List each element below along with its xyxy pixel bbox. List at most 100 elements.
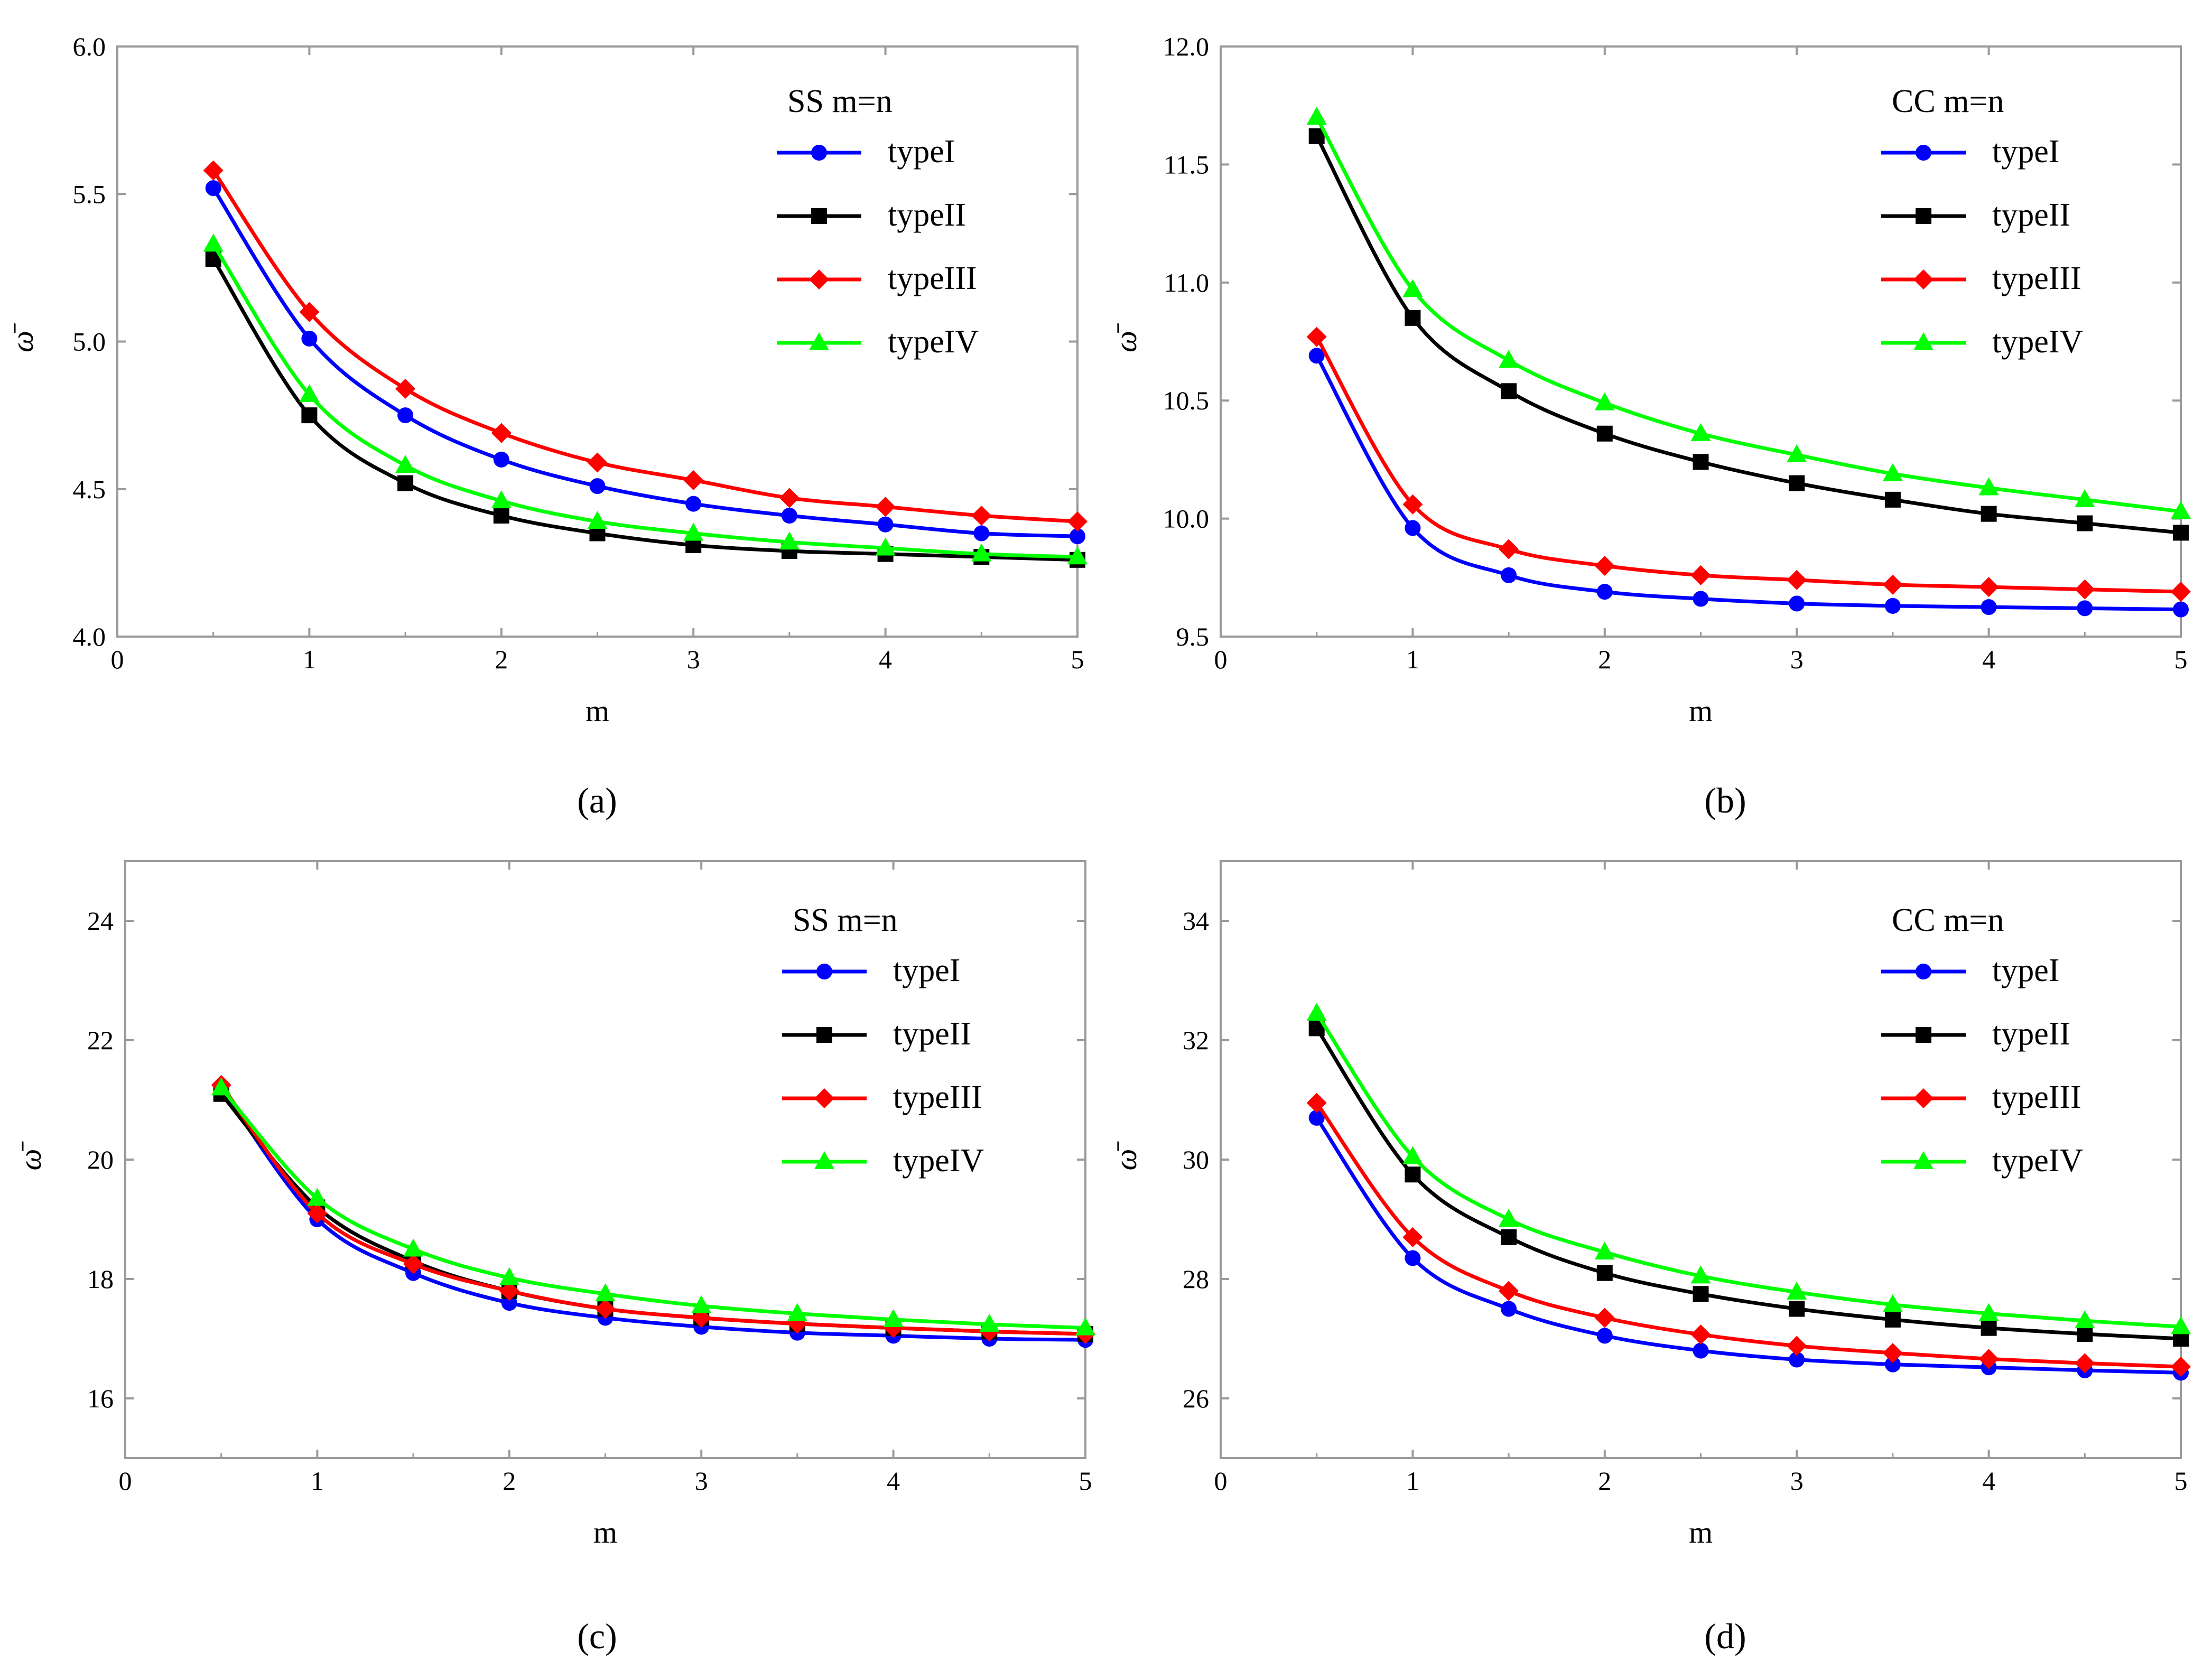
panel-caption: (c) <box>577 1616 617 1656</box>
marker-typeII-5 <box>1789 1301 1805 1317</box>
marker-typeIII-1 <box>299 302 320 322</box>
y-tick-label: 20 <box>87 1145 114 1174</box>
marker-typeIII-7 <box>1978 1349 1999 1369</box>
marker-typeIV-7 <box>875 537 896 556</box>
x-tick-label: 2 <box>503 1466 516 1496</box>
marker-typeI-5 <box>1789 1351 1805 1368</box>
marker-typeIV-5 <box>1787 444 1807 462</box>
marker-typeIV-2 <box>395 455 416 473</box>
x-tick-label: 0 <box>1214 645 1228 674</box>
series-line-typeII <box>220 1093 1086 1336</box>
marker-typeIV-4 <box>1690 1265 1711 1284</box>
marker-typeIII-8 <box>2075 579 2095 600</box>
x-tick-label: 2 <box>1598 645 1611 674</box>
marker-typeIII-2 <box>1499 1281 1519 1301</box>
marker-typeI-3 <box>1596 1328 1613 1344</box>
marker-legend-typeII-0 <box>1916 208 1931 224</box>
marker-typeI-4 <box>589 478 606 494</box>
legend-title: CC m=n <box>1892 902 2004 938</box>
legend: CC m=n typeI typeII typeIII typeIV <box>1881 83 2083 360</box>
legend-label-typeII: typeII <box>888 197 966 233</box>
chart-panel-c: 0 1 2 3 4 5 16 18 20 22 24 m ω̄ SS m=n typeI typeII type… <box>13 860 1095 1656</box>
series-typeII <box>213 1086 1093 1342</box>
y-tick-label: 26 <box>1183 1384 1209 1413</box>
x-tick-label: 5 <box>2174 645 2188 674</box>
series-typeI <box>205 180 1085 545</box>
x-tick-label: 4 <box>879 645 892 674</box>
y-axis-title: ω̄ <box>5 323 40 352</box>
marker-typeIV-6 <box>787 1303 807 1321</box>
series-line-typeIII <box>211 169 1078 524</box>
marker-typeIV-9 <box>2171 501 2191 519</box>
marker-typeI-1 <box>301 330 318 347</box>
y-tick-label: 16 <box>87 1384 114 1413</box>
marker-typeIII-0 <box>203 160 224 181</box>
marker-typeII-9 <box>2173 525 2189 541</box>
marker-typeIII-1 <box>307 1203 328 1224</box>
series-typeIV <box>1306 107 2191 519</box>
marker-typeIII-8 <box>971 506 992 526</box>
marker-legend-typeIII-0 <box>1913 269 1934 290</box>
legend-label-typeIV: typeIV <box>1992 1143 2083 1179</box>
y-tick-label: 4.5 <box>73 474 106 504</box>
marker-typeI-5 <box>1789 595 1805 612</box>
chart-panel-b: 0 1 2 3 4 5 9.5 10.0 10.5 11.0 11.5 12.0 m ω̄ CC m=n ty… <box>1109 32 2191 820</box>
marker-typeII-1 <box>301 407 318 424</box>
marker-legend-typeIV-0 <box>809 332 829 350</box>
x-tick-label: 1 <box>1406 645 1419 674</box>
y-tick-label: 28 <box>1183 1264 1209 1294</box>
marker-typeI-4 <box>1693 1342 1709 1359</box>
marker-typeIII-5 <box>1787 570 1807 590</box>
marker-typeIII-3 <box>499 1281 519 1301</box>
marker-legend-typeII-0 <box>1916 1027 1931 1043</box>
marker-typeI-3 <box>1596 584 1613 600</box>
marker-typeI-9 <box>1070 528 1085 545</box>
marker-typeIII-3 <box>491 423 512 443</box>
y-tick-label: 6.0 <box>73 32 106 61</box>
x-tick-label: 0 <box>1214 1466 1228 1496</box>
legend-label-typeIV: typeIV <box>888 324 979 360</box>
marker-typeII-4 <box>1693 1286 1709 1302</box>
y-tick-label: 18 <box>87 1264 114 1294</box>
marker-typeIV-3 <box>499 1267 519 1285</box>
series-typeI <box>1308 348 2189 618</box>
legend: SS m=n typeI typeII typeIII typeIV <box>782 902 984 1179</box>
marker-typeIV-3 <box>491 490 512 509</box>
marker-typeII-3 <box>1596 425 1613 442</box>
x-tick-label: 3 <box>687 645 700 674</box>
marker-typeI-6 <box>1884 598 1901 614</box>
marker-typeII-8 <box>2077 1325 2093 1342</box>
marker-typeIV-9 <box>1067 546 1088 565</box>
series-typeI <box>213 1080 1093 1348</box>
marker-typeII-2 <box>397 475 414 491</box>
x-tick-label: 1 <box>311 1466 324 1496</box>
marker-typeIII-5 <box>683 470 704 490</box>
y-tick-label: 22 <box>87 1025 114 1055</box>
marker-typeI-6 <box>1884 1356 1901 1373</box>
marker-typeIII-4 <box>595 1299 616 1319</box>
marker-typeI-5 <box>685 496 702 512</box>
marker-legend-typeI-0 <box>811 145 827 161</box>
y-tick-label: 24 <box>87 906 114 936</box>
x-tick-label: 5 <box>1079 1466 1092 1496</box>
marker-typeI-2 <box>1501 1301 1517 1317</box>
y-tick-label: 4.0 <box>73 622 106 651</box>
marker-typeII-7 <box>1981 506 1997 522</box>
series-typeII <box>205 251 1085 568</box>
x-axis-title: m <box>585 694 609 728</box>
marker-typeIII-6 <box>779 488 800 508</box>
marker-typeIV-8 <box>971 543 992 562</box>
series-typeIII <box>1306 1093 2191 1377</box>
legend-label-typeI: typeI <box>893 953 960 988</box>
marker-legend-typeI-0 <box>1916 145 1931 161</box>
y-tick-label: 34 <box>1183 906 1209 936</box>
series-line-typeIII <box>1315 335 2181 594</box>
x-tick-label: 0 <box>111 645 124 674</box>
marker-typeI-2 <box>1501 567 1517 583</box>
marker-typeIV-0 <box>203 234 224 252</box>
marker-typeIII-7 <box>875 497 896 517</box>
series-typeIV <box>211 1077 1095 1336</box>
series-typeII <box>1308 1020 2189 1347</box>
legend: SS m=n typeI typeII typeIII typeIV <box>777 83 979 360</box>
